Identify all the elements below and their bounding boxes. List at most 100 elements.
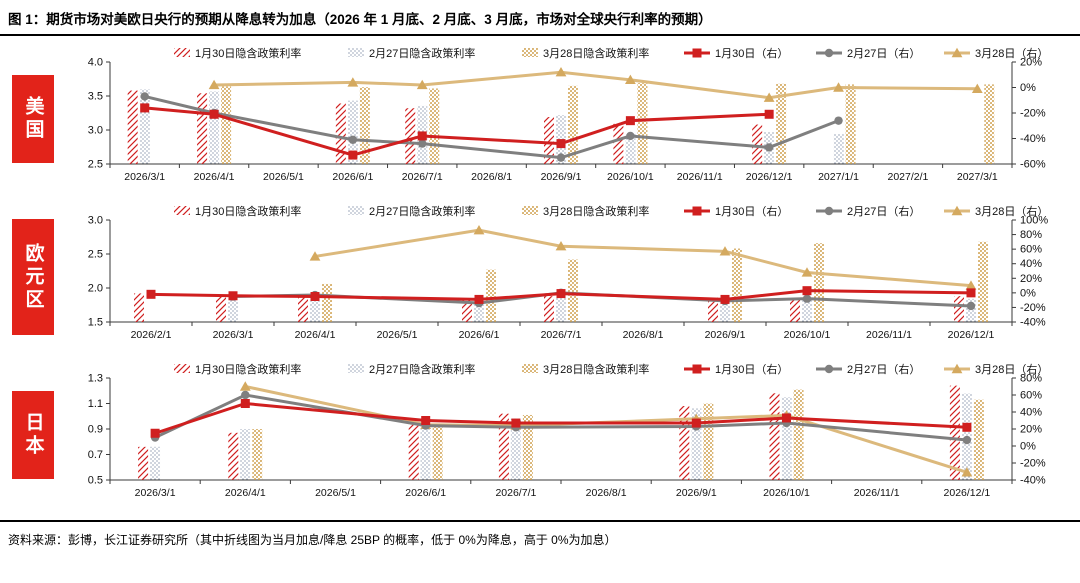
figure-title: 图 1：期货市场对美欧日央行的预期从降息转为加息（2026 年 1 月底、2 月… xyxy=(0,0,1080,36)
svg-text:80%: 80% xyxy=(1020,229,1042,241)
svg-text:-40%: -40% xyxy=(1020,317,1046,329)
bar xyxy=(197,93,208,164)
legend-swatch xyxy=(174,364,190,373)
svg-text:100%: 100% xyxy=(1020,215,1048,227)
bar xyxy=(776,83,787,164)
svg-text:2026/5/1: 2026/5/1 xyxy=(263,171,304,183)
svg-text:0.7: 0.7 xyxy=(88,449,103,461)
legend-label: 3月28日（右） xyxy=(975,204,1048,218)
legend-swatch xyxy=(522,364,538,373)
bar xyxy=(966,298,976,322)
source-note: 资料来源：彭博，长江证券研究所（其中折线图为当月加息/降息 25BP 的概率，低… xyxy=(0,520,1080,548)
svg-text:2026/11/1: 2026/11/1 xyxy=(677,171,723,183)
svg-text:1.3: 1.3 xyxy=(88,373,103,385)
bar xyxy=(637,83,648,164)
line-series-2 xyxy=(309,225,977,290)
region-col-eurozone: 欧元区 xyxy=(2,219,64,335)
bar-series-0 xyxy=(138,385,960,480)
legend-swatch xyxy=(348,364,364,373)
chart-panels: 美国 4.0 3.5 3.0 2.5 20% 0% -20% -40% -60% 2026/3/1… xyxy=(0,36,1080,514)
bar xyxy=(703,403,714,480)
bar xyxy=(322,283,332,322)
region-label-text: 美国 xyxy=(22,96,44,142)
svg-text:2.5: 2.5 xyxy=(88,159,103,171)
bar xyxy=(814,243,824,322)
svg-text:2026/2/1: 2026/2/1 xyxy=(131,329,172,341)
bar xyxy=(522,414,533,480)
bar xyxy=(568,259,578,322)
line-series-2 xyxy=(208,67,983,102)
legend-swatch xyxy=(174,48,190,57)
legend-label: 3月28日隐含政策利率 xyxy=(543,362,649,376)
region-label-eurozone: 欧元区 xyxy=(12,219,54,335)
svg-text:3.5: 3.5 xyxy=(88,91,103,103)
svg-text:2026/3/1: 2026/3/1 xyxy=(213,329,254,341)
bar xyxy=(544,296,554,322)
svg-text:20%: 20% xyxy=(1020,424,1042,436)
region-label-japan: 日本 xyxy=(12,391,54,479)
svg-text:2027/1/1: 2027/1/1 xyxy=(818,171,859,183)
bar xyxy=(347,100,358,164)
bar-series-1 xyxy=(228,293,976,322)
chart-japan: 1.3 1.1 0.9 0.7 0.5 80% 60% 40% 20% 0% -20% -40% 202… xyxy=(88,362,1049,500)
bar xyxy=(978,241,988,322)
region-label-text: 日本 xyxy=(22,412,44,458)
bar xyxy=(228,432,239,480)
svg-text:60%: 60% xyxy=(1020,390,1042,402)
region-col-us: 美国 xyxy=(2,75,64,163)
bar xyxy=(335,103,346,164)
svg-text:-40%: -40% xyxy=(1020,475,1046,487)
svg-text:2026/3/1: 2026/3/1 xyxy=(135,487,176,499)
legend-label: 2月27日（右） xyxy=(847,46,920,60)
svg-text:40%: 40% xyxy=(1020,258,1042,270)
axis-labels: 4.0 3.5 3.0 2.5 20% 0% -20% -40% -60% 2026/3/1 202… xyxy=(88,57,1046,184)
legend-swatch xyxy=(348,206,364,215)
svg-text:3.0: 3.0 xyxy=(88,215,103,227)
region-col-japan: 日本 xyxy=(2,391,64,479)
svg-text:2026/7/1: 2026/7/1 xyxy=(402,171,443,183)
legend-swatch xyxy=(348,48,364,57)
legend-label: 1月30日（右） xyxy=(715,362,788,376)
legend-label: 3月28日隐含政策利率 xyxy=(543,204,649,218)
bar xyxy=(408,422,419,480)
svg-text:2026/5/1: 2026/5/1 xyxy=(377,329,418,341)
bar-series-2 xyxy=(322,241,988,322)
bar xyxy=(769,393,780,480)
svg-text:2026/7/1: 2026/7/1 xyxy=(495,487,536,499)
svg-text:2026/8/1: 2026/8/1 xyxy=(471,171,512,183)
bar xyxy=(359,87,370,164)
svg-text:-60%: -60% xyxy=(1020,159,1046,171)
legend-label: 1月30日（右） xyxy=(715,46,788,60)
bar xyxy=(221,86,232,164)
region-label-text: 欧元区 xyxy=(22,242,44,312)
line-series-1 xyxy=(140,92,843,162)
line-series-0 xyxy=(140,103,774,160)
line-series-0 xyxy=(150,399,972,438)
svg-text:-40%: -40% xyxy=(1020,133,1046,145)
svg-text:0.9: 0.9 xyxy=(88,424,103,436)
svg-text:-20%: -20% xyxy=(1020,108,1046,120)
svg-text:2026/12/1: 2026/12/1 xyxy=(948,329,995,341)
bar xyxy=(949,385,960,480)
svg-text:2026/4/1: 2026/4/1 xyxy=(295,329,336,341)
svg-text:2026/5/1: 2026/5/1 xyxy=(315,487,356,499)
bar xyxy=(498,413,509,480)
legend: 1月30日隐含政策利率 2月27日隐含政策利率 3月28日隐含政策利率 1月30日（右… xyxy=(174,362,1048,376)
legend-swatch xyxy=(174,206,190,215)
bar xyxy=(134,293,144,322)
bar xyxy=(802,299,812,322)
svg-text:0%: 0% xyxy=(1020,287,1036,299)
axis-labels: 1.3 1.1 0.9 0.7 0.5 80% 60% 40% 20% 0% -20% -40% 202… xyxy=(88,373,1046,500)
bar xyxy=(973,399,984,480)
legend-swatch xyxy=(522,206,538,215)
legend-label: 2月27日隐含政策利率 xyxy=(369,362,475,376)
source-note-text: 资料来源：彭博，长江证券研究所（其中折线图为当月加息/降息 25BP 的概率，低… xyxy=(8,533,617,547)
bar xyxy=(790,298,800,322)
bar xyxy=(781,397,792,480)
bar xyxy=(405,108,416,164)
bar xyxy=(984,84,995,164)
svg-text:4.0: 4.0 xyxy=(88,57,103,69)
bar xyxy=(691,408,702,480)
bar xyxy=(544,117,554,164)
svg-text:20%: 20% xyxy=(1020,57,1042,69)
